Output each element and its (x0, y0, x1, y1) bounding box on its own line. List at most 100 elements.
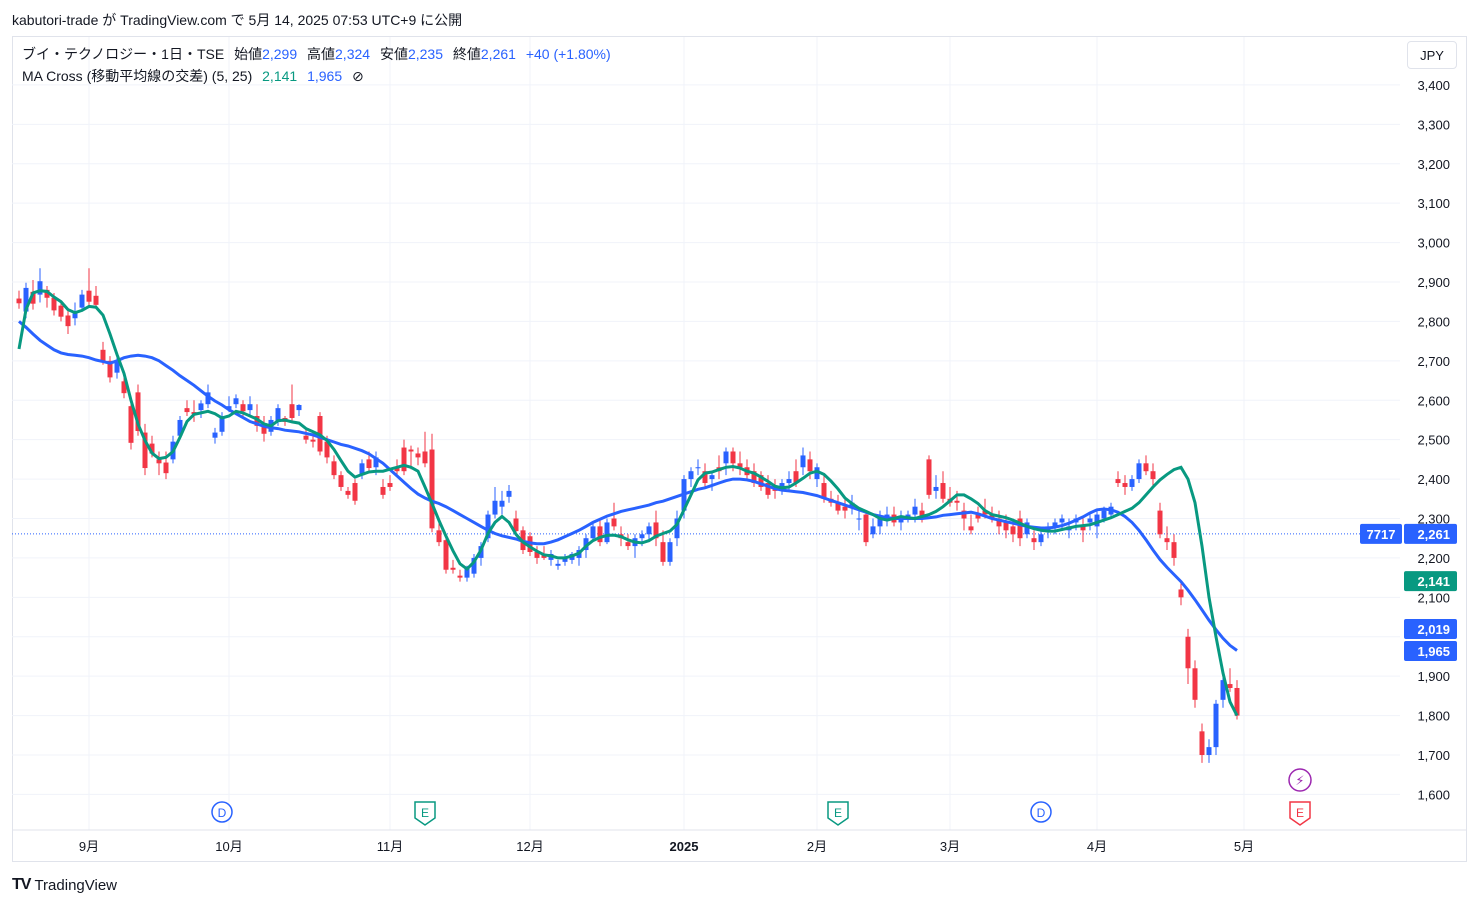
chart-frame (12, 36, 1467, 862)
candle (576, 546, 582, 566)
indicator-name[interactable]: MA Cross (移動平均線の交差) (5, 25) (22, 68, 253, 84)
candle (457, 569, 463, 582)
candle-body (695, 467, 701, 469)
candle-body (786, 479, 792, 484)
candle (632, 534, 638, 558)
candle (562, 553, 568, 566)
change-value: +40 (+1.80%) (525, 46, 611, 62)
price-tick-label: 3,400 (1417, 78, 1450, 93)
candle (1171, 534, 1177, 566)
candle-body (730, 451, 736, 464)
candle-body (205, 392, 211, 405)
candle-body (709, 475, 715, 480)
candle-body (534, 552, 540, 558)
candle (1206, 739, 1212, 763)
candle-body (723, 451, 729, 464)
candle-body (1206, 747, 1212, 755)
candle (800, 447, 806, 476)
candle-body (366, 459, 372, 469)
candle-body (814, 467, 820, 480)
candle-body (807, 459, 813, 472)
candle (1199, 723, 1205, 763)
dividend-marker-icon: D (211, 801, 233, 823)
tradingview-logo-icon: TV (12, 876, 31, 893)
candle-body (639, 534, 645, 539)
price-label-text: 2,019 (1417, 622, 1450, 637)
candle (37, 268, 43, 303)
price-label-text: 1,965 (1417, 644, 1450, 659)
symbol-label[interactable]: ブイ・テクノロジー・1日・TSE (22, 46, 225, 62)
candle (597, 518, 603, 547)
footer-brand[interactable]: TV TradingView (12, 876, 117, 894)
candle (219, 412, 225, 436)
indicator-legend: MA Cross (移動平均線の交差) (5, 25) 2,141 1,965 … (22, 66, 364, 86)
candle (128, 398, 134, 450)
candle-body (422, 451, 428, 464)
candle-body (821, 483, 827, 499)
low-label: 安値 (379, 46, 408, 62)
candle (1136, 459, 1142, 484)
candle-body (44, 289, 50, 298)
candle-body (58, 305, 64, 317)
candle (723, 447, 729, 476)
candle (1080, 518, 1086, 543)
candle-body (702, 471, 708, 484)
candle-body (114, 360, 120, 373)
candle-body (226, 406, 232, 409)
svg-text:D: D (218, 806, 227, 820)
candle-body (373, 457, 379, 468)
candle-body (856, 518, 862, 520)
ma-slow-value: 1,965 (307, 68, 343, 84)
candle (604, 518, 610, 545)
currency-button[interactable]: JPY (1407, 41, 1457, 69)
candle (1017, 510, 1023, 547)
candle (44, 285, 50, 308)
candle (471, 553, 477, 578)
candle (79, 289, 85, 312)
candle-body (996, 518, 1002, 527)
price-tick-label: 3,300 (1417, 117, 1450, 132)
candle-body (289, 404, 295, 418)
candle-body (492, 500, 498, 515)
earnings-marker-icon: E (414, 801, 436, 826)
candle-body (604, 522, 610, 543)
candle-body (156, 459, 162, 464)
news-flash-icon: ⚡ (1288, 768, 1312, 792)
candle-body (429, 449, 435, 529)
time-tick-label: 4月 (1087, 839, 1107, 854)
candle-body (296, 404, 302, 411)
candle-body (1087, 518, 1093, 523)
close-label: 終値 (452, 46, 481, 62)
candle-body (51, 297, 57, 311)
candle (429, 433, 435, 533)
candle-body (1031, 538, 1037, 543)
candle (408, 445, 414, 470)
price-labels: 7717 2,261 2,141 2,019 1,965 (1360, 523, 1457, 661)
price-label: 2,141 (1404, 571, 1457, 592)
candle-body (128, 406, 134, 443)
time-tick-label: 2025 (670, 839, 699, 854)
price-label-text: 2,141 (1417, 574, 1450, 589)
grid-lines (12, 37, 1467, 831)
candle-body (65, 315, 71, 327)
candle (86, 268, 92, 307)
hide-indicator-icon[interactable]: ⊘ (352, 68, 364, 84)
price-label-box (1404, 571, 1457, 592)
candle-body (23, 287, 29, 312)
candle-body (1178, 589, 1184, 598)
price-label-text: 2,261 (1417, 527, 1450, 542)
candle-body (961, 510, 967, 519)
candle-body (177, 419, 183, 436)
brand-name: TradingView (34, 876, 117, 894)
candle-body (1101, 510, 1107, 519)
close-value: 2,261 (480, 46, 516, 62)
candle-body (135, 392, 141, 431)
candle (877, 510, 883, 535)
candle-body (982, 510, 988, 515)
candle-body (919, 510, 925, 519)
candle (387, 475, 393, 491)
candle-body (16, 298, 22, 304)
earnings-marker-icon: E (827, 801, 849, 826)
candle-body (247, 404, 253, 411)
